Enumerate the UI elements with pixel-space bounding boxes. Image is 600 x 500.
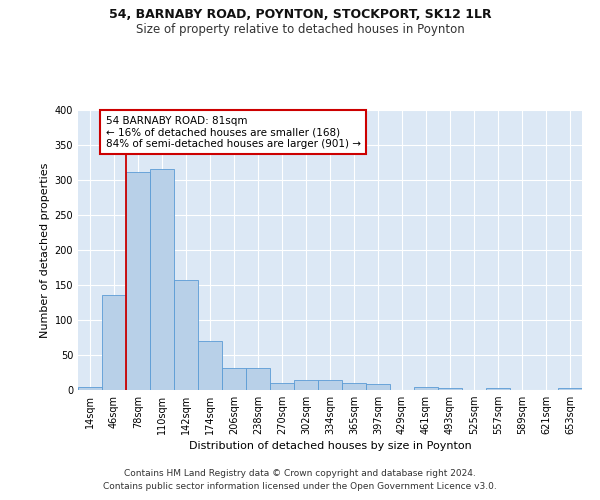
Bar [102, 295, 126, 390]
Bar [342, 383, 366, 390]
Text: Size of property relative to detached houses in Poynton: Size of property relative to detached ho… [136, 22, 464, 36]
Bar [222, 368, 246, 390]
Bar [174, 280, 198, 390]
Text: Contains HM Land Registry data © Crown copyright and database right 2024.: Contains HM Land Registry data © Crown c… [124, 468, 476, 477]
Text: 54 BARNABY ROAD: 81sqm
← 16% of detached houses are smaller (168)
84% of semi-de: 54 BARNABY ROAD: 81sqm ← 16% of detached… [106, 116, 361, 149]
Bar [246, 368, 270, 390]
Bar [150, 169, 174, 390]
Bar [438, 388, 462, 390]
Text: 54, BARNABY ROAD, POYNTON, STOCKPORT, SK12 1LR: 54, BARNABY ROAD, POYNTON, STOCKPORT, SK… [109, 8, 491, 20]
Bar [414, 386, 438, 390]
Bar [558, 388, 582, 390]
Bar [270, 383, 294, 390]
Bar [198, 341, 222, 390]
Bar [126, 172, 150, 390]
Bar [78, 387, 102, 390]
Bar [486, 388, 510, 390]
Y-axis label: Number of detached properties: Number of detached properties [40, 162, 50, 338]
X-axis label: Distribution of detached houses by size in Poynton: Distribution of detached houses by size … [188, 442, 472, 452]
Bar [366, 384, 390, 390]
Bar [318, 380, 342, 390]
Text: Contains public sector information licensed under the Open Government Licence v3: Contains public sector information licen… [103, 482, 497, 491]
Bar [294, 380, 318, 390]
